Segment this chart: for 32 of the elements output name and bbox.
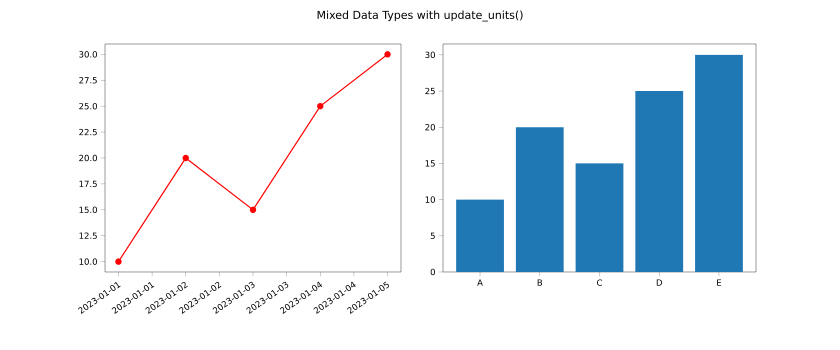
y-tick-label: 12.5	[80, 232, 97, 239]
y-tick-label: 10.0	[80, 258, 97, 265]
bar	[576, 163, 624, 272]
x-tick-label: B	[538, 279, 542, 286]
x-tick-label: A	[477, 279, 483, 286]
point	[384, 51, 391, 58]
bar	[635, 91, 684, 272]
x-tick-label: E	[717, 279, 722, 286]
y-tick-label: 17.5	[80, 180, 97, 188]
y-tick-label: 15	[426, 160, 435, 167]
y-tick-label: 10	[426, 196, 435, 203]
y-tick-label: 5	[430, 232, 435, 239]
y-tick-label: 25.0	[79, 102, 97, 110]
point	[115, 258, 122, 265]
y-tick-label: 25	[425, 88, 435, 94]
bar	[516, 127, 564, 272]
y-tick-label: 30	[425, 52, 435, 58]
bar	[695, 54, 743, 272]
bar	[456, 200, 504, 272]
y-tick-label: 27.5	[79, 77, 97, 84]
point	[182, 154, 189, 162]
y-tick-label: 20	[425, 124, 435, 130]
point	[317, 102, 324, 110]
x-tick-label: D	[656, 279, 662, 286]
chart-title: Mixed Data Types with update_units()	[318, 10, 523, 22]
x-tick-label: C	[597, 279, 602, 286]
point	[250, 206, 256, 214]
y-tick-label: 20.0	[79, 154, 97, 162]
y-tick-label: 15.0	[80, 206, 97, 214]
y-tick-label: 0	[430, 268, 435, 276]
y-tick-label: 22.5	[79, 128, 97, 136]
y-tick-label: 30.0	[79, 51, 97, 58]
